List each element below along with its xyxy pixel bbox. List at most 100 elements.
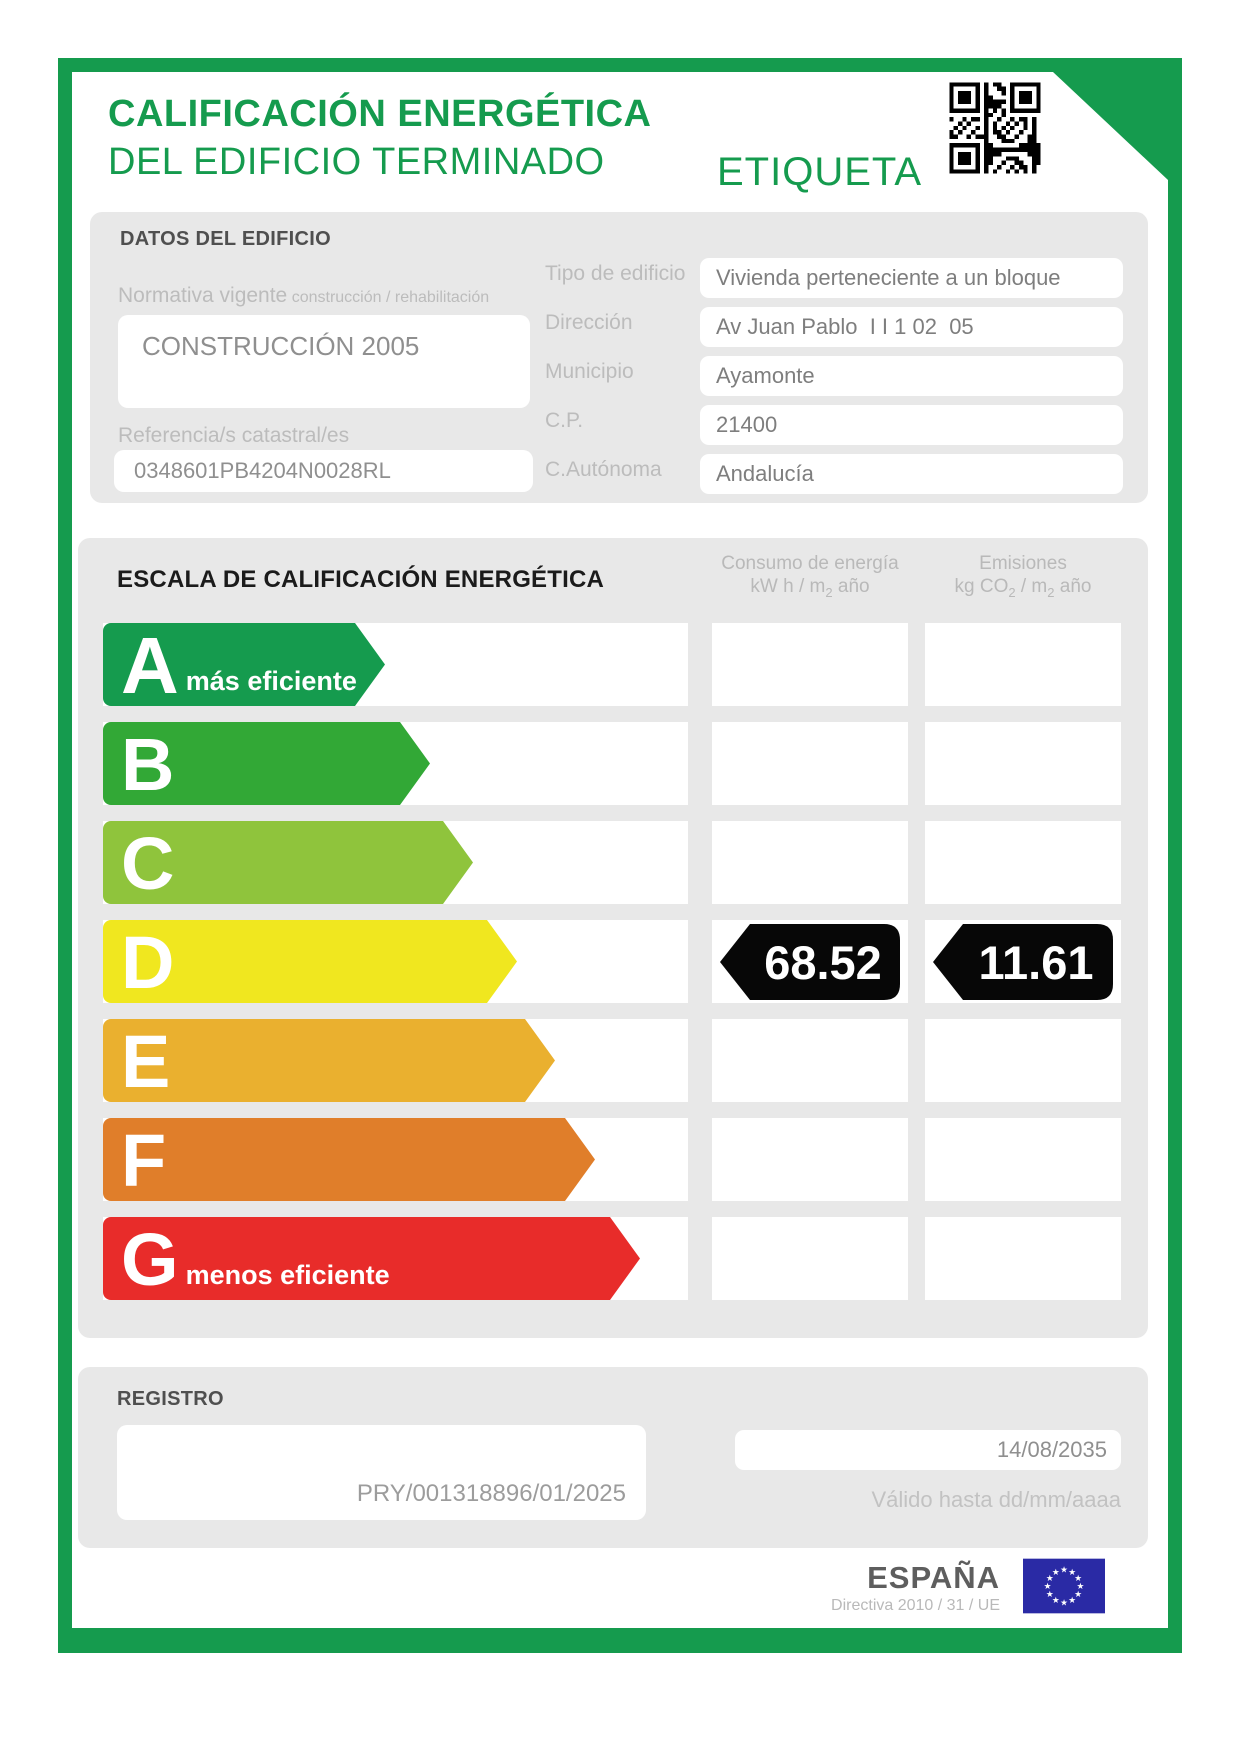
svg-text:★: ★ — [1046, 1573, 1054, 1583]
field-box-cautonoma: Andalucía — [700, 454, 1123, 494]
field-value-municipio: Ayamonte — [716, 363, 815, 388]
field-label-tipo: Tipo de edificio — [545, 262, 686, 285]
svg-text:★: ★ — [1060, 1597, 1068, 1607]
page-title-line1: CALIFICACIÓN ENERGÉTICA — [108, 93, 652, 135]
corner-fold-icon — [1053, 72, 1168, 180]
rating-arrow-a: A más eficiente — [103, 623, 385, 706]
consumo-cell-d: 68.52 — [712, 920, 908, 1003]
registro-section-title: REGISTRO — [117, 1388, 224, 1410]
consumo-cell-b — [712, 722, 908, 805]
svg-text:★: ★ — [1074, 1589, 1082, 1599]
svg-text:★: ★ — [1046, 1589, 1054, 1599]
scale-row-b: B — [103, 722, 1121, 805]
rating-letter-d: D — [121, 920, 175, 1004]
svg-text:11.61: 11.61 — [978, 936, 1093, 989]
emisiones-cell-g — [925, 1217, 1121, 1300]
rating-arrow-b: B — [103, 722, 430, 805]
valid-until-date: 14/08/2035 — [996, 1437, 1107, 1462]
field-box-tipo: Vivienda perteneciente a un bloque — [700, 258, 1123, 298]
scale-row-d: D 68.52 11.61 — [103, 920, 1121, 1003]
normativa-value: CONSTRUCCIÓN 2005 — [142, 331, 420, 361]
eu-stars: ★★★★★★★★★ ★ ★★ — [1044, 1565, 1085, 1608]
scale-track: C — [103, 821, 688, 904]
consumo-value-badge: 68.52 — [720, 923, 900, 1000]
scale-track: D — [103, 920, 688, 1003]
rating-note-a: más eficiente — [185, 666, 357, 696]
scale-row-c: C — [103, 821, 1121, 904]
field-label-cautonoma: C.Autónoma — [545, 458, 662, 481]
field-box-municipio: Ayamonte — [700, 356, 1123, 396]
referencia-label: Referencia/s catastral/es — [118, 424, 350, 447]
consumo-cell-g — [712, 1217, 908, 1300]
scale-row-a: A más eficiente — [103, 623, 1121, 706]
emisiones-cell-c — [925, 821, 1121, 904]
field-value-cautonoma: Andalucía — [716, 461, 814, 486]
rating-arrow-g: G menos eficiente — [103, 1217, 640, 1300]
country-label: ESPAÑA — [867, 1560, 1000, 1595]
frame-border-left — [58, 58, 72, 1653]
rating-arrow-d: D — [103, 920, 517, 1003]
rating-letter-c: C — [121, 821, 175, 905]
registry-number-box: PRY/001318896/01/2025 — [117, 1425, 646, 1520]
svg-text:★: ★ — [1060, 1565, 1068, 1575]
field-box-direccion: Av Juan Pablo I I 1 02 05 — [700, 307, 1123, 347]
emisiones-cell-f — [925, 1118, 1121, 1201]
rating-letter-f: F — [121, 1118, 167, 1202]
consumo-cell-c — [712, 821, 908, 904]
rating-letter-a: A — [121, 620, 179, 710]
scale-row-e: E — [103, 1019, 1121, 1102]
registry-number: PRY/001318896/01/2025 — [356, 1480, 626, 1507]
rating-arrow-c: C — [103, 821, 473, 904]
consumo-header-line1: Consumo de energía — [721, 553, 899, 574]
scale-track: F — [103, 1118, 688, 1201]
normativa-label: Normativa vigente construcción / rehabil… — [118, 284, 489, 308]
rating-note-g: menos eficiente — [185, 1260, 390, 1290]
svg-text:★: ★ — [1074, 1573, 1082, 1583]
emisiones-cell-b — [925, 722, 1121, 805]
svg-text:★: ★ — [1052, 1595, 1060, 1605]
svg-text:★: ★ — [1052, 1567, 1060, 1577]
scale-row-f: F — [103, 1118, 1121, 1201]
valid-until-box: 14/08/2035 — [735, 1430, 1121, 1470]
consumo-cell-a — [712, 623, 908, 706]
normativa-sublabel-text: construcción / rehabilitación — [291, 289, 490, 306]
scale-track: B — [103, 722, 688, 805]
emisiones-cell-e — [925, 1019, 1121, 1102]
frame-border-right — [1168, 58, 1182, 1653]
rating-letter-b: B — [121, 722, 175, 806]
scale-track: G menos eficiente — [103, 1217, 688, 1300]
rating-arrow-f: F — [103, 1118, 595, 1201]
field-value-direccion: Av Juan Pablo I I 1 02 05 — [716, 314, 974, 339]
directive-label: Directiva 2010 / 31 / UE — [831, 1597, 1000, 1614]
qr-code — [945, 78, 1045, 178]
eu-flag-icon: ★★★★★★★★★ ★ ★★ — [1023, 1558, 1105, 1614]
emisiones-value-badge: 11.61 — [933, 923, 1113, 1000]
scale-row-g: G menos eficiente — [103, 1217, 1121, 1300]
svg-text:★: ★ — [1044, 1581, 1052, 1591]
scale-track: E — [103, 1019, 688, 1102]
normativa-label-text: Normativa vigente — [118, 284, 288, 307]
page-title-line2: DEL EDIFICIO TERMINADO — [108, 141, 605, 183]
field-value-tipo: Vivienda perteneciente a un bloque — [716, 265, 1061, 290]
emisiones-cell-d: 11.61 — [925, 920, 1121, 1003]
emisiones-column-header: Emisiones kg CO2 / m2 año — [925, 552, 1121, 604]
scale-track: A más eficiente — [103, 623, 688, 706]
valid-until-label: Válido hasta dd/mm/aaaa — [871, 1487, 1122, 1512]
consumo-header-unit: kW h / m2 año — [750, 576, 870, 600]
referencia-value-box: 0348601PB4204N0028RL — [114, 450, 533, 492]
rating-arrow-e: E — [103, 1019, 555, 1102]
frame-border-top — [58, 58, 1182, 72]
emisiones-cell-a — [925, 623, 1121, 706]
field-label-municipio: Municipio — [545, 360, 634, 383]
etiqueta-label: ETIQUETA — [717, 150, 923, 194]
consumo-cell-f — [712, 1118, 908, 1201]
rating-letter-e: E — [121, 1019, 171, 1103]
consumo-cell-e — [712, 1019, 908, 1102]
svg-text:★: ★ — [1076, 1581, 1084, 1591]
referencia-value: 0348601PB4204N0028RL — [134, 458, 391, 483]
frame-border-bottom — [58, 1628, 1182, 1653]
svg-text:★: ★ — [1068, 1595, 1076, 1605]
emisiones-header-line1: Emisiones — [979, 553, 1067, 574]
field-label-direccion: Dirección — [545, 311, 633, 334]
